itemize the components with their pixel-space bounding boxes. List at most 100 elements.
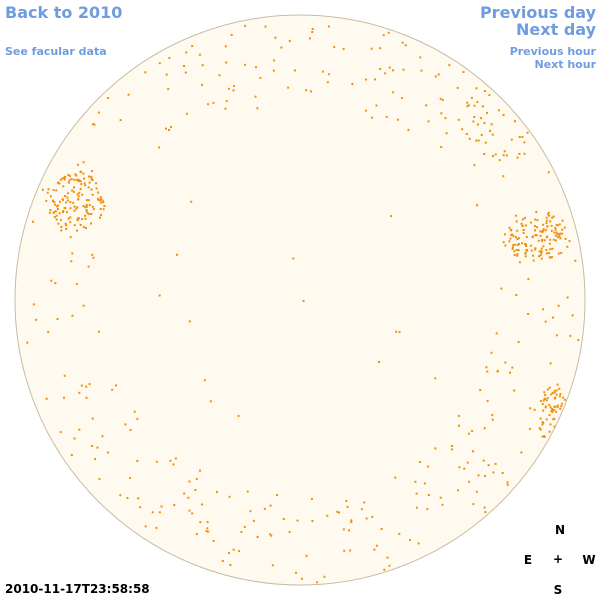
plage-point <box>323 575 326 578</box>
plage-point <box>553 409 555 411</box>
plage-point <box>510 228 513 231</box>
plage-point <box>551 247 554 250</box>
plage-point <box>364 78 367 81</box>
plage-point <box>541 435 544 438</box>
plage-point <box>444 117 447 120</box>
plage-point <box>463 467 466 470</box>
plage-point <box>491 133 494 136</box>
previous-hour-link[interactable]: Previous hour <box>509 45 596 58</box>
plage-point <box>61 198 64 201</box>
back-to-year-link[interactable]: Back to 2010 <box>5 3 123 22</box>
previous-day-link[interactable]: Previous day <box>479 3 596 22</box>
plage-point <box>169 459 172 462</box>
plage-point <box>516 229 519 232</box>
plage-point <box>62 210 65 212</box>
plage-point <box>65 201 67 204</box>
next-day-link[interactable]: Next day <box>516 20 596 39</box>
plage-point <box>91 253 94 256</box>
plage-point <box>540 247 543 250</box>
plage-point <box>505 154 508 157</box>
plage-point <box>417 542 420 545</box>
plage-point <box>526 131 529 134</box>
plage-point <box>415 506 418 509</box>
plage-point <box>414 480 417 483</box>
plage-point <box>272 69 275 72</box>
plage-point <box>82 161 85 164</box>
plage-point <box>296 519 299 522</box>
plage-point <box>64 222 67 225</box>
next-hour-link[interactable]: Next hour <box>534 58 597 71</box>
plage-point <box>554 239 557 242</box>
plage-point <box>388 66 391 69</box>
plage-point <box>302 300 305 302</box>
plage-point <box>81 218 84 221</box>
plage-point <box>477 139 480 142</box>
plage-point <box>63 178 66 181</box>
plage-point <box>78 428 81 431</box>
plage-point <box>543 391 546 394</box>
plage-point <box>246 490 249 493</box>
plage-point <box>185 51 188 54</box>
plage-point <box>305 554 308 557</box>
plage-point <box>555 334 558 337</box>
plage-point <box>472 503 475 506</box>
plage-point <box>560 252 563 254</box>
plage-point <box>521 135 524 138</box>
plage-point <box>99 216 101 219</box>
plage-point <box>515 220 518 223</box>
plage-point <box>57 222 60 225</box>
plage-point <box>467 432 470 435</box>
plage-point <box>425 104 428 107</box>
plage-point <box>203 379 206 382</box>
plage-point <box>54 203 56 206</box>
plage-point <box>458 466 461 469</box>
compass-east: E <box>523 553 533 567</box>
plage-point <box>364 109 367 112</box>
plage-point <box>535 234 538 237</box>
plage-point <box>409 539 412 541</box>
plage-point <box>80 384 83 387</box>
plage-point <box>548 256 551 259</box>
plage-point <box>390 215 393 218</box>
plage-point <box>54 210 57 213</box>
plage-point <box>310 90 312 93</box>
plage-point <box>457 489 460 492</box>
plage-point <box>79 188 82 191</box>
plage-point <box>155 460 158 463</box>
plage-point <box>542 245 545 248</box>
plage-point <box>205 530 208 533</box>
plage-point <box>559 407 562 410</box>
plage-point <box>379 47 382 50</box>
plage-point <box>545 229 548 232</box>
plage-point <box>378 361 380 363</box>
plage-point <box>93 123 96 126</box>
plage-point <box>537 239 540 242</box>
plage-point <box>59 200 61 203</box>
plage-point <box>516 238 519 240</box>
plage-point <box>97 330 100 333</box>
plage-point <box>523 141 526 144</box>
plage-point <box>545 236 548 239</box>
plage-point <box>76 193 79 196</box>
plage-point <box>386 556 389 559</box>
plage-point <box>69 216 72 219</box>
plage-point <box>67 181 70 184</box>
plage-point <box>441 503 444 506</box>
plage-point <box>91 179 94 182</box>
plage-point <box>256 536 259 538</box>
plage-point <box>191 45 194 48</box>
plage-point <box>77 217 80 220</box>
facular-data-link[interactable]: See facular data <box>5 45 107 58</box>
plage-point <box>74 173 77 176</box>
plage-point <box>387 31 390 34</box>
plage-point <box>54 282 57 285</box>
plage-point <box>292 257 295 260</box>
plage-point <box>144 525 147 528</box>
plage-point <box>544 406 547 409</box>
plage-point <box>516 156 519 159</box>
plage-point <box>543 239 546 242</box>
plage-point <box>75 282 78 285</box>
plage-point <box>68 179 71 182</box>
plage-point <box>69 236 72 239</box>
plage-point <box>541 421 544 424</box>
